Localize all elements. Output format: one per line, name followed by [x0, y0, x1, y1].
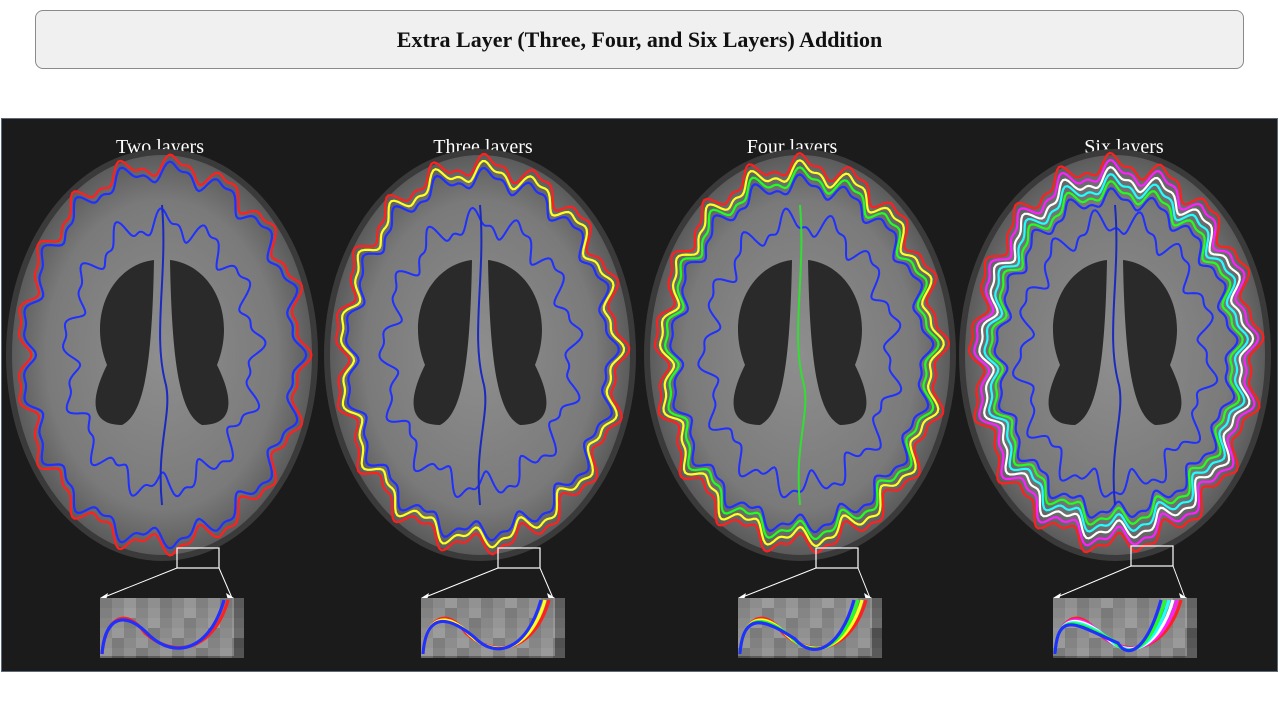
title-banner: Extra Layer (Three, Four, and Six Layers… — [35, 10, 1244, 69]
zoom-box — [176, 547, 220, 569]
zoom-box — [815, 547, 859, 569]
brain-slice-1 — [6, 149, 318, 658]
brain-slice-2 — [324, 149, 636, 658]
brain-slice-3 — [644, 149, 956, 658]
zoom-inset-1 — [100, 598, 244, 658]
brain-slice-4 — [959, 149, 1271, 658]
zoom-box — [497, 547, 541, 569]
zoom-box — [1130, 545, 1174, 567]
zoom-inset-4 — [1053, 598, 1197, 658]
zoom-inset-2 — [421, 598, 565, 658]
zoom-inset-3 — [738, 598, 882, 658]
figure-title: Extra Layer (Three, Four, and Six Layers… — [396, 26, 883, 52]
